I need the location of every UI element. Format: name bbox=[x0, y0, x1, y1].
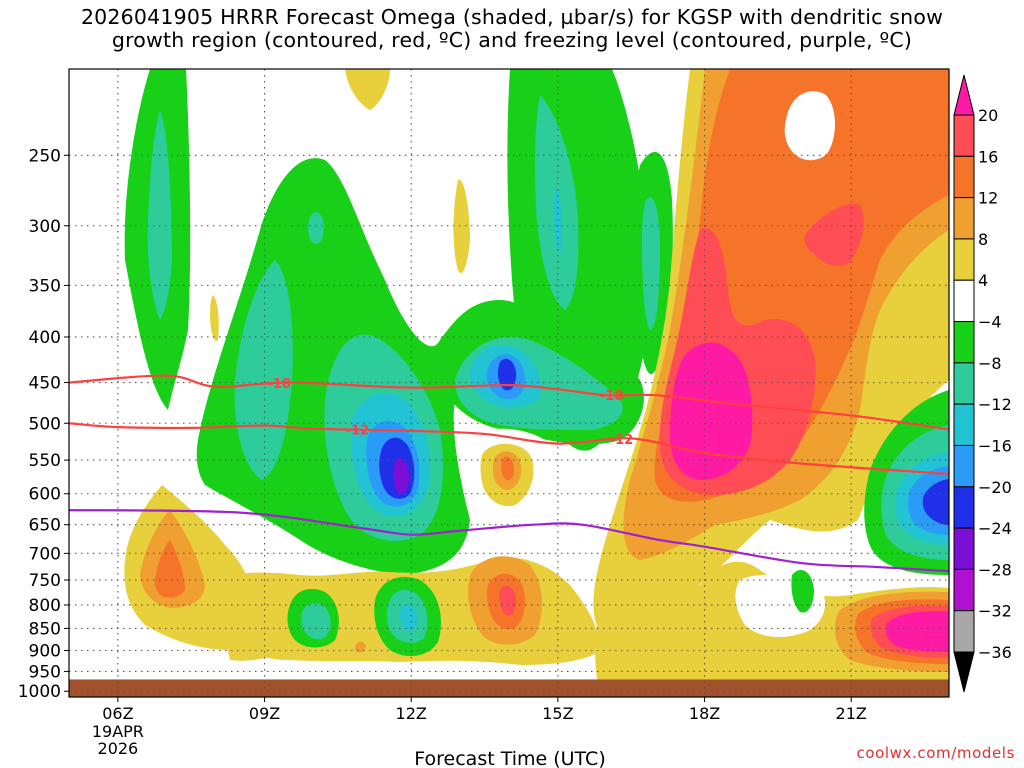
y-tick-label: 550 bbox=[29, 451, 61, 471]
grid-lines bbox=[69, 69, 949, 697]
y-tick-label: 600 bbox=[29, 485, 61, 505]
omega-region-white-eye bbox=[784, 91, 835, 161]
colorbar-tick-label: 8 bbox=[978, 230, 988, 249]
colorbar-tick-label: −8 bbox=[978, 354, 1002, 373]
colorbar-bin bbox=[953, 444, 975, 488]
series-line bbox=[69, 374, 949, 431]
colorbar-tick-label: 20 bbox=[978, 106, 998, 125]
y-tick-label: 1000 bbox=[18, 682, 61, 702]
colorbar-tick-label: −28 bbox=[978, 560, 1012, 579]
colorbar-bin bbox=[953, 362, 975, 405]
omega-region-orange-lower-left bbox=[154, 540, 185, 598]
omega-region-teal-right-column bbox=[642, 197, 660, 330]
omega-region-red-lower-band bbox=[499, 585, 517, 616]
y-tick-label: 300 bbox=[29, 217, 61, 237]
x-tick-sublabel: 19APR bbox=[92, 722, 144, 741]
y-tick-label: 750 bbox=[29, 571, 61, 591]
omega-region-purple-center bbox=[393, 458, 410, 495]
y-tick-label: 950 bbox=[29, 662, 61, 682]
colorbar: 20 16 12 8 4 −4 −8 −12 −16 −20 −24 −28 −32 −36 bbox=[953, 74, 1012, 693]
y-tick-label: 350 bbox=[29, 276, 61, 296]
colorbar-tick-label: 12 bbox=[978, 189, 998, 208]
series-line bbox=[69, 422, 949, 476]
chart-title: 2026041905 HRRR Forecast Omega (shaded, … bbox=[0, 6, 1024, 52]
omega-region-yellow-small-left bbox=[210, 295, 219, 341]
y-tick-label: 250 bbox=[29, 146, 61, 166]
x-tick-label: 15Z bbox=[542, 704, 573, 723]
colorbar-tick-label: −20 bbox=[978, 478, 1012, 497]
omega-region-yellow-top-mid bbox=[345, 69, 390, 110]
colorbar-bin bbox=[953, 155, 975, 199]
colorbar-bin bbox=[953, 279, 975, 323]
x-tick-label: 09Z bbox=[249, 704, 280, 723]
colorbar-bin bbox=[953, 238, 975, 281]
x-tick-label: 12Z bbox=[396, 704, 427, 723]
y-tick-label: 400 bbox=[29, 328, 61, 348]
omega-region-magenta-right bbox=[670, 342, 753, 480]
colorbar-bin bbox=[953, 403, 975, 446]
colorbar-tick-label: 16 bbox=[978, 147, 998, 166]
omega-region-darkorange-14z bbox=[501, 456, 515, 481]
title-line-2: growth region (contoured, red, ºC) and f… bbox=[111, 28, 913, 52]
colorbar-tick-label: −12 bbox=[978, 395, 1012, 414]
credit-text: coolwx.com/models bbox=[857, 744, 1016, 762]
y-tick-label: 700 bbox=[29, 544, 61, 564]
x-tick-label: 21Z bbox=[836, 704, 867, 723]
colorbar-bin bbox=[953, 610, 975, 653]
series-label: -18 bbox=[600, 389, 624, 404]
omega-region-magenta-lower-right bbox=[886, 611, 949, 652]
omega-region-teal-lower-band-left bbox=[301, 603, 331, 640]
x-tick-label: 06Z bbox=[102, 704, 133, 723]
omega-region-teal-left-column bbox=[147, 110, 172, 320]
x-tick-sublabel: 2026 bbox=[98, 739, 139, 758]
colorbar-bin-top-arrow bbox=[953, 74, 975, 116]
omega-region-green-lower-right-blob bbox=[791, 570, 814, 613]
omega-region-orange-low-mid-dot bbox=[355, 641, 366, 653]
axes: 250 300 350 400 450 500 550 600 650 700 750 800 850 9… bbox=[18, 146, 867, 758]
colorbar-bin bbox=[953, 568, 975, 612]
y-tick-label: 650 bbox=[29, 516, 61, 536]
y-tick-label: 800 bbox=[29, 596, 61, 616]
omega-region-yellow-thin-mid bbox=[453, 179, 470, 274]
omega-region-teal-small bbox=[308, 212, 324, 244]
colorbar-bin bbox=[953, 486, 975, 529]
omega-region-blue-right-edge bbox=[922, 479, 949, 525]
omega-region-cyan-lower-band-mid bbox=[399, 604, 418, 632]
colorbar-tick-label: −24 bbox=[978, 519, 1012, 538]
series-label: -18 bbox=[267, 377, 291, 392]
colorbar-tick-label: −32 bbox=[978, 602, 1012, 621]
contour-series: -18 -18 -12 -12 bbox=[69, 374, 949, 573]
colorbar-tick-label: −16 bbox=[978, 436, 1012, 455]
colorbar-bin bbox=[953, 321, 975, 364]
colorbar-bin bbox=[953, 114, 975, 157]
y-tick-label: 900 bbox=[29, 642, 61, 662]
series-label: -12 bbox=[610, 433, 634, 448]
colorbar-tick-label: −4 bbox=[978, 313, 1002, 332]
x-tick-label: 18Z bbox=[689, 704, 720, 723]
colorbar-tick-label: −36 bbox=[978, 643, 1012, 662]
colorbar-bin bbox=[953, 197, 975, 240]
title-line-1: 2026041905 HRRR Forecast Omega (shaded, … bbox=[80, 5, 944, 29]
series-line bbox=[69, 509, 949, 573]
colorbar-bin bbox=[953, 527, 975, 570]
omega-region-yellow-low-left-dot bbox=[228, 646, 275, 661]
omega-region-blue-midband bbox=[497, 358, 517, 391]
colorbar-bin-bottom-arrow bbox=[953, 651, 975, 693]
series-label: -12 bbox=[346, 424, 370, 439]
y-tick-label: 450 bbox=[29, 374, 61, 394]
y-tick-label: 850 bbox=[29, 619, 61, 639]
terrain-surface bbox=[69, 679, 949, 697]
x-axis-label: Forecast Time (UTC) bbox=[414, 748, 605, 768]
colorbar-tick-label: 4 bbox=[978, 271, 988, 290]
y-tick-label: 500 bbox=[29, 414, 61, 434]
omega-region-red-upper-right bbox=[804, 204, 864, 266]
